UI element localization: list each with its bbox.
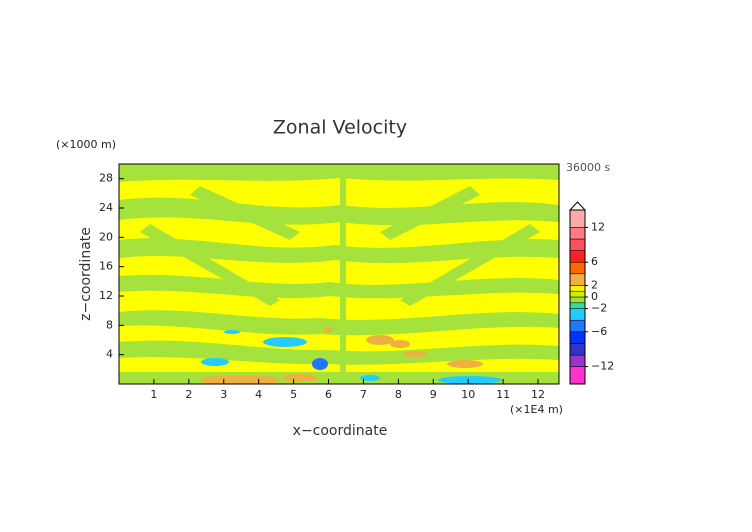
colorbar-band <box>569 273 586 286</box>
time-label: 36000 s <box>566 161 610 174</box>
y-tick-label: 20 <box>99 230 113 243</box>
colorbar-tick-label: 0 <box>591 290 598 303</box>
x-tick-label: 1 <box>150 388 157 401</box>
y-tick-label: 28 <box>99 172 113 185</box>
colorbar-tick-label: −6 <box>591 325 607 338</box>
x-tick-label: 6 <box>325 388 332 401</box>
y-tick-label: 12 <box>99 289 113 302</box>
colorbar-band <box>569 302 586 309</box>
colorbar-band <box>569 209 586 228</box>
colorbar-band <box>569 250 586 263</box>
y-tick-label: 24 <box>99 201 113 214</box>
x-axis-label: x−coordinate <box>293 423 388 439</box>
colorbar-band <box>569 296 586 304</box>
x-tick-label: 3 <box>220 388 227 401</box>
x-tick-label: 10 <box>461 388 475 401</box>
y-axis-label: z−coordinate <box>78 227 94 321</box>
colorbar-band <box>569 319 586 333</box>
x-unit: (×1E4 m) <box>510 403 563 416</box>
x-tick-label: 4 <box>255 388 262 401</box>
colorbar-band <box>569 227 586 240</box>
x-tick-label: 5 <box>290 388 297 401</box>
plot-frame <box>118 163 560 385</box>
colorbar-band <box>569 238 586 251</box>
x-tick-label: 7 <box>360 388 367 401</box>
colorbar-band <box>569 285 586 292</box>
colorbar-tick-label: 12 <box>591 220 605 233</box>
x-tick-label: 9 <box>430 388 437 401</box>
colorbar-band <box>569 354 586 367</box>
colorbar-band <box>569 331 586 344</box>
x-tick-label: 8 <box>395 388 402 401</box>
y-unit: (×1000 m) <box>56 138 116 151</box>
colorbar-extension <box>568 201 587 211</box>
x-tick-label: 2 <box>185 388 192 401</box>
colorbar-tick-label: −12 <box>591 360 614 373</box>
colorbar-band <box>569 290 586 298</box>
colorbar-band <box>569 366 586 385</box>
contour-field <box>119 164 559 384</box>
colorbar-tick-label: −2 <box>591 302 607 315</box>
y-tick-label: 8 <box>106 318 113 331</box>
y-tick-label: 16 <box>99 260 113 273</box>
chart-title: Zonal Velocity <box>273 117 407 139</box>
colorbar-band <box>569 308 586 321</box>
y-tick-label: 4 <box>106 348 113 361</box>
colorbar-band <box>569 261 586 275</box>
x-tick-label: 11 <box>496 388 510 401</box>
x-tick-label: 12 <box>531 388 545 401</box>
colorbar-tick-label: 6 <box>591 255 598 268</box>
colorbar-tick-label: 2 <box>591 278 598 291</box>
colorbar-band <box>569 343 586 356</box>
